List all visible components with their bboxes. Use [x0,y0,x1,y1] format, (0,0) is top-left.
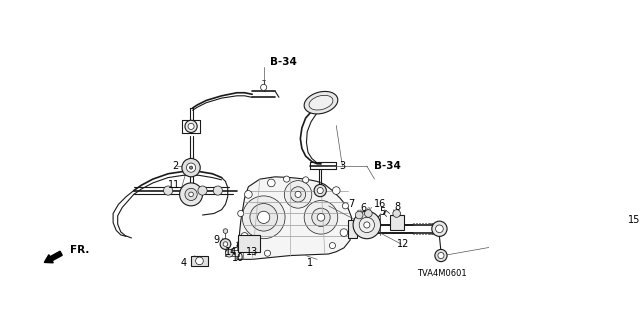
Text: 14: 14 [225,247,237,257]
Circle shape [182,158,200,177]
Text: 3: 3 [339,161,346,171]
Circle shape [185,120,197,132]
Circle shape [257,211,270,223]
Text: 10: 10 [232,253,244,263]
Circle shape [213,186,222,195]
Circle shape [342,203,349,209]
Circle shape [243,196,285,239]
Circle shape [164,186,173,195]
Circle shape [332,187,340,194]
Text: 16: 16 [374,199,386,209]
Ellipse shape [304,92,338,114]
Circle shape [268,179,275,187]
Bar [348,220,357,238]
Text: 13: 13 [246,247,259,257]
Circle shape [314,184,326,197]
Circle shape [189,166,193,169]
Bar [239,235,260,252]
Bar [390,215,403,230]
Circle shape [188,123,194,129]
Circle shape [295,191,301,197]
Ellipse shape [309,95,333,110]
Circle shape [186,163,196,172]
Text: 11: 11 [168,180,180,190]
Text: 2: 2 [173,161,179,171]
Circle shape [223,242,228,246]
Circle shape [180,183,202,206]
Text: 15: 15 [628,215,640,225]
Circle shape [185,188,197,201]
Circle shape [317,188,323,194]
Text: B-34: B-34 [270,57,297,67]
Circle shape [365,210,372,217]
Circle shape [355,211,363,219]
Text: TVA4M0601: TVA4M0601 [417,269,466,278]
Circle shape [250,204,277,231]
Circle shape [330,243,335,249]
Text: 8: 8 [394,202,401,212]
Text: B-34: B-34 [374,161,401,171]
Circle shape [220,239,231,249]
Circle shape [244,191,252,198]
Circle shape [303,177,308,183]
Circle shape [436,225,444,233]
Circle shape [432,221,447,236]
Circle shape [189,192,193,197]
Circle shape [198,186,207,195]
Bar [225,250,239,256]
Circle shape [359,217,374,233]
Circle shape [264,250,271,256]
FancyArrow shape [44,251,62,263]
Bar [191,256,208,266]
Circle shape [364,222,370,228]
Circle shape [284,180,312,208]
Circle shape [304,201,338,234]
Circle shape [393,210,401,217]
Circle shape [438,252,444,259]
Bar [247,236,257,243]
Circle shape [291,187,306,202]
Circle shape [312,208,330,227]
Text: 1: 1 [307,258,312,268]
Circle shape [340,229,348,236]
Circle shape [223,229,228,233]
Text: 7: 7 [348,199,355,209]
Text: 9: 9 [213,235,220,245]
Circle shape [353,211,381,239]
Circle shape [435,249,447,262]
Circle shape [196,257,204,265]
Circle shape [317,213,325,221]
Text: FR.: FR. [70,245,90,255]
Circle shape [225,249,233,257]
Text: 12: 12 [397,239,409,249]
Text: 5: 5 [379,207,385,217]
Circle shape [260,84,267,91]
Polygon shape [237,177,351,259]
Circle shape [284,176,290,182]
Text: 4: 4 [180,258,186,268]
Circle shape [237,211,244,217]
Circle shape [241,233,248,240]
Text: 6: 6 [360,203,366,213]
